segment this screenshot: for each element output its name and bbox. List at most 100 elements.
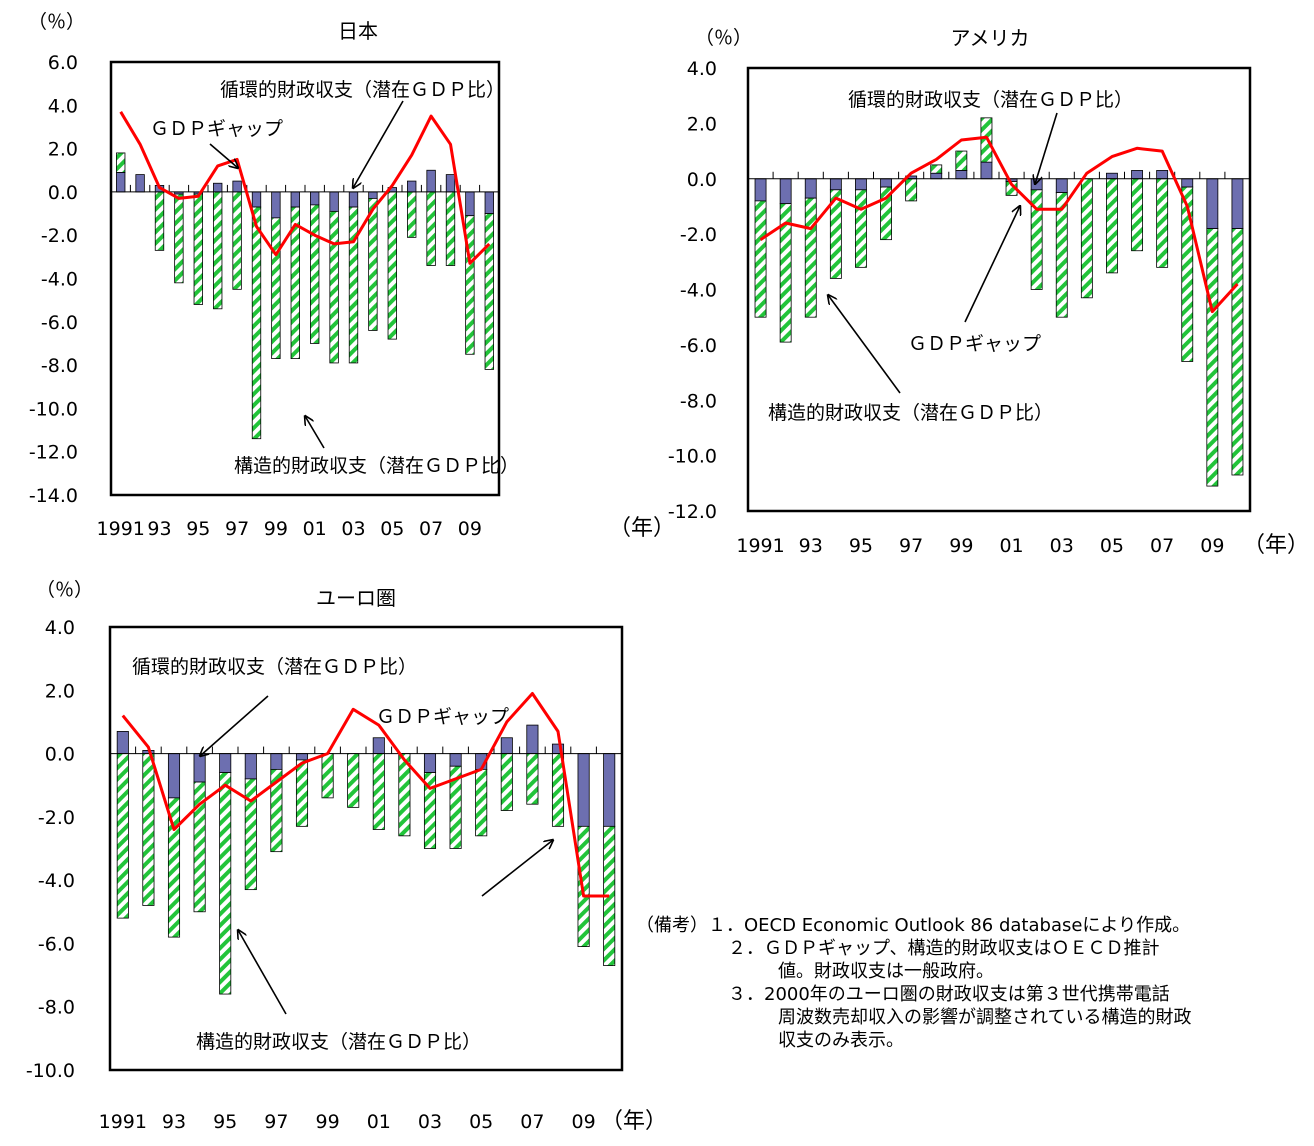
structural-bar [387,191,397,340]
y-unit-label: （％） [695,27,752,49]
structural-bar [270,768,283,853]
structural-bar [347,753,360,808]
structural-bar [271,217,281,360]
y-tick-label: -8.0 [41,355,78,377]
gdp-gap-line [119,111,491,265]
structural-bar [368,197,378,331]
structural-bar [295,759,309,827]
x-tick-label: 09 [1200,535,1224,557]
structural-bar [880,186,892,241]
y-tick-label: -4.0 [41,269,78,291]
structural-bar [310,204,320,344]
cyclical-bar [232,180,242,193]
structural-bar [193,193,203,305]
note-2-number: ２． [728,938,764,959]
x-tick-label: 95 [186,518,210,540]
annotation-arrow [209,143,238,168]
annotation-arrow [1035,112,1058,184]
structural-bar [423,772,437,849]
cyclical-bar [135,174,145,193]
structural-bar [116,753,129,919]
structural-bar [465,215,475,355]
structural-bar [1030,189,1043,290]
y-tick-label: -10.0 [29,398,78,420]
y-tick-label: 4.0 [45,617,75,639]
structural-bar [445,191,456,266]
x-tick-label: 1991 [99,1111,147,1133]
cyclical-bar [193,753,206,783]
plot-frame [108,625,624,1072]
structural-bar [484,213,494,370]
annotation-label: ＧＤＰギャップ [150,118,283,140]
cyclical-bar [980,161,993,180]
x-tick-label: 07 [419,518,443,540]
cyclical-bar [1156,170,1169,180]
structural-bar [174,193,184,284]
structural-bar [829,189,842,279]
y-tick-label: -8.0 [680,390,717,412]
structural-bar [219,772,232,995]
structural-bar [232,191,242,290]
cyclical-bar [754,178,767,202]
plot-frame [746,66,1252,513]
gdp-gap-line [759,135,1239,314]
x-tick-label: 05 [1100,535,1124,557]
annotation-label: 構造的財政収支（潜在ＧＤＰ比） [196,1031,481,1053]
y-tick-label: 0.0 [687,169,717,191]
y-tick-label: 0.0 [48,182,78,204]
note-3-text-a: 2000年のユーロ圏の財政収支は第３世代携帯電話 [764,984,1170,1005]
y-tick-label: -2.0 [680,224,717,246]
x-unit-label: （年） [1243,533,1309,558]
cyclical-bar [270,753,283,770]
cyclical-bar [329,191,339,212]
y-tick-label: -2.0 [38,807,75,829]
x-tick-label: 07 [1150,535,1174,557]
remarks-label: （備考） [636,915,708,936]
x-tick-label: 99 [264,518,288,540]
structural-bar [779,203,792,343]
structural-bar [244,778,257,891]
cyclical-bar [219,753,232,773]
cyclical-bar [372,737,385,754]
annotation-arrow [481,840,553,897]
y-tick-label: -6.0 [680,335,717,357]
annotation-label: 構造的財政収支（潜在ＧＤＰ比） [234,455,519,477]
cyclical-bar [445,174,456,193]
structural-bar [955,150,968,171]
structural-bar [116,152,126,173]
y-tick-label: -12.0 [29,442,78,464]
annotation-label: 構造的財政収支（潜在ＧＤＰ比） [768,402,1053,424]
cyclical-bar [426,169,436,193]
x-tick-label: 01 [303,518,327,540]
cyclical-bar [1106,172,1118,180]
y-tick-label: -4.0 [38,870,75,892]
structural-bar [1055,192,1068,318]
x-tick-label: 99 [316,1111,340,1133]
note-1-text: OECD Economic Outlook 86 databaseにより作成。 [744,915,1191,936]
structural-bar [1156,178,1169,268]
y-tick-label: 4.0 [48,95,78,117]
y-tick-label: -6.0 [38,933,75,955]
x-tick-label: 93 [799,535,823,557]
x-tick-label: 05 [469,1111,493,1133]
cyclical-bar [244,753,257,780]
y-unit-label: （％） [28,11,85,33]
y-tick-label: 2.0 [45,680,75,702]
annotation-arrow [200,695,269,756]
structural-bar [154,191,165,251]
cyclical-bar [368,191,378,199]
cyclical-bar [804,178,817,199]
cyclical-bar [500,737,513,754]
cyclical-bar [930,172,943,180]
y-tick-label: -4.0 [680,280,717,302]
annotation-arrow [305,416,325,449]
x-tick-label: 07 [520,1111,544,1133]
annotation-arrow [828,295,901,394]
cyclical-bar [310,191,320,206]
cyclical-bar [1131,170,1143,180]
annotation-arrow [964,206,1020,323]
structural-bar [855,189,867,268]
structural-bar [290,206,300,360]
x-tick-label: 95 [849,535,873,557]
